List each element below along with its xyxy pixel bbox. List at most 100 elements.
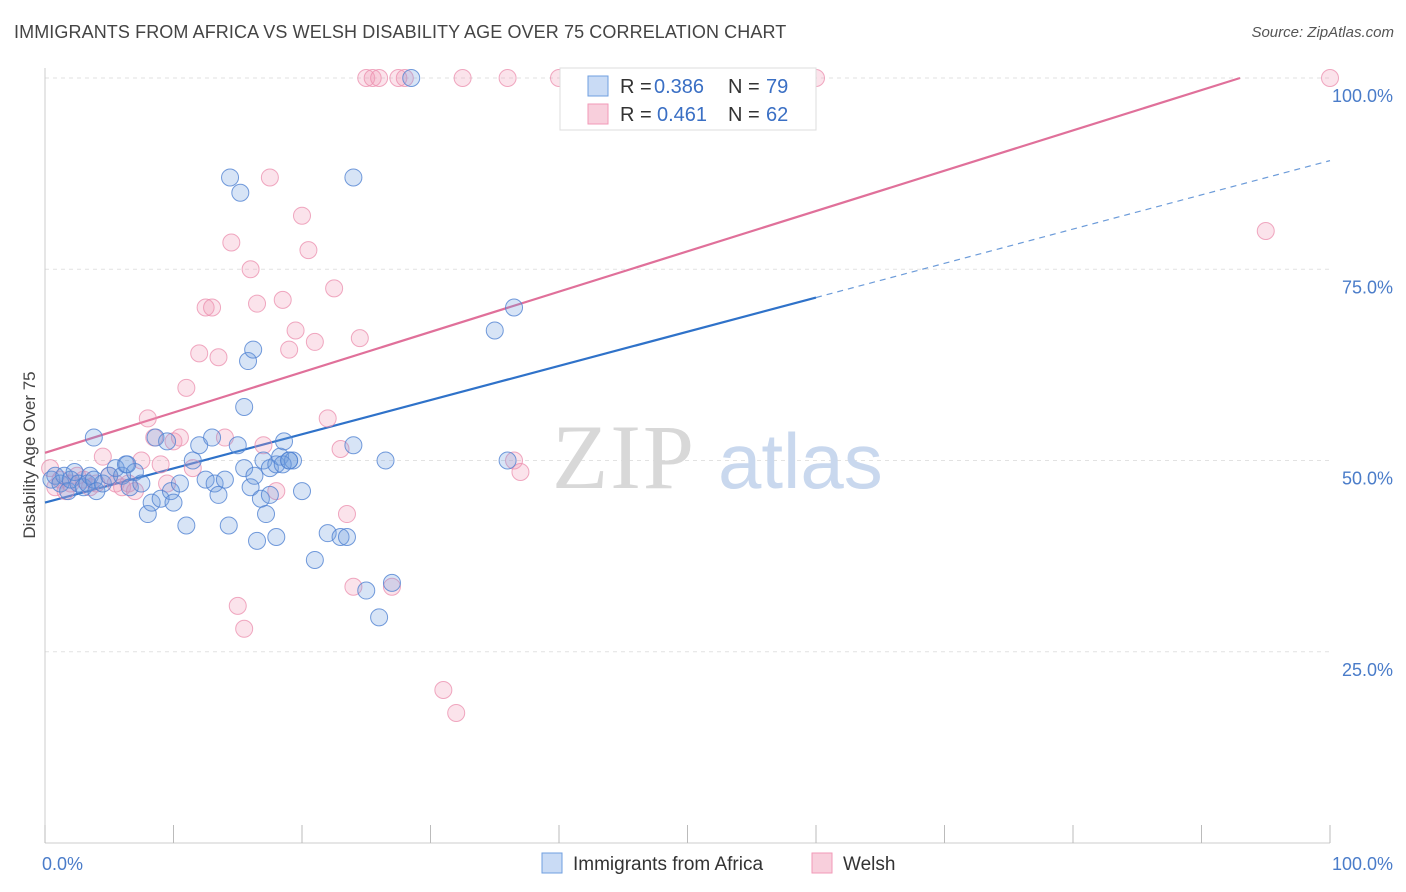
point-africa-6 (65, 462, 84, 481)
bottom-legend-swatch-africa (541, 852, 563, 874)
point-africa-58 (267, 528, 286, 546)
point-welsh-49 (357, 69, 376, 87)
point-welsh-60 (511, 462, 530, 481)
point-africa-22 (142, 493, 161, 512)
watermark-zip: ZIP (552, 406, 696, 508)
point-welsh-26 (203, 298, 222, 317)
point-welsh-25 (196, 298, 215, 317)
point-africa-12 (87, 482, 106, 501)
point-welsh-37 (273, 290, 292, 309)
point-africa-61 (293, 482, 311, 501)
bottom-legend-africa: Immigrants from Africa (573, 854, 763, 875)
point-africa-15 (106, 459, 125, 478)
y-axis-label: Disability Age Over 75 (20, 371, 39, 538)
legend-swatch-blue (587, 75, 609, 97)
point-africa-28 (170, 474, 189, 493)
point-africa-40 (241, 478, 260, 497)
point-africa-51 (231, 183, 250, 202)
point-africa-20 (132, 474, 151, 493)
legend-n-value-2: 62 (766, 104, 788, 126)
y-tick-label-2: 75.0% (1342, 277, 1393, 297)
point-welsh-40 (293, 206, 311, 225)
bottom-legend-welsh: Welsh (843, 854, 895, 875)
point-africa-69 (370, 608, 389, 627)
point-welsh-56 (447, 703, 466, 722)
point-welsh-16 (138, 409, 157, 428)
grid-lines (45, 77, 1330, 653)
point-africa-78 (118, 455, 137, 474)
point-africa-21 (138, 505, 157, 524)
legend-n-label-1: N = (728, 76, 760, 98)
point-africa-77 (84, 428, 103, 447)
point-africa-54 (244, 340, 263, 359)
point-welsh-42 (305, 332, 324, 351)
point-africa-33 (203, 428, 222, 447)
point-africa-57 (260, 485, 279, 504)
point-welsh-57 (453, 69, 472, 87)
chart-title: IMMIGRANTS FROM AFRICA VS WELSH DISABILI… (14, 22, 787, 42)
point-africa-37 (219, 516, 238, 535)
point-welsh-23 (183, 459, 202, 478)
point-welsh-15 (132, 451, 151, 470)
point-africa-49 (284, 451, 303, 470)
point-welsh-53 (389, 69, 408, 87)
point-welsh-38 (280, 340, 299, 359)
point-africa-52 (235, 397, 254, 416)
legend-top: R = 0.386 N = 79 R = 0.461 N = 62 (559, 67, 817, 131)
point-africa-68 (357, 581, 376, 600)
point-africa-71 (382, 573, 401, 592)
watermark-atlas: atlas (718, 417, 883, 505)
point-africa-32 (196, 470, 215, 489)
point-africa-30 (183, 451, 202, 470)
legend-swatch-pink (587, 103, 609, 125)
point-welsh-29 (222, 233, 241, 252)
point-welsh-55 (434, 681, 453, 699)
bottom-legend-swatch-welsh (811, 852, 833, 874)
axes (44, 68, 1331, 844)
point-welsh-48 (350, 329, 369, 348)
point-africa-35 (209, 485, 228, 504)
y-tick-label-1: 50.0% (1342, 469, 1393, 489)
trend-lines (44, 76, 1331, 504)
point-africa-36 (215, 470, 234, 489)
trend-line-africa-extension (815, 160, 1331, 299)
point-africa-42 (248, 531, 267, 550)
point-welsh-44 (325, 279, 344, 298)
point-africa-53 (239, 352, 258, 371)
legend-r-value-2: 0.461 (657, 104, 707, 126)
point-africa-65 (337, 528, 356, 546)
point-africa-23 (146, 428, 165, 447)
source-note: Source: ZipAtlas.com (1251, 24, 1394, 41)
point-welsh-39 (286, 321, 305, 340)
point-africa-70 (376, 451, 395, 470)
point-welsh-50 (363, 69, 382, 87)
point-africa-11 (84, 470, 103, 489)
point-africa-72 (402, 69, 421, 87)
point-africa-39 (235, 459, 254, 478)
y-tick-label-3: 100.0% (1332, 86, 1393, 106)
x-tick-label-0: 0.0% (42, 854, 83, 874)
point-welsh-9 (93, 447, 112, 466)
point-africa-50 (221, 168, 240, 187)
point-africa-29 (177, 516, 196, 535)
point-welsh-18 (151, 455, 170, 474)
x-tick-label-1: 100.0% (1332, 854, 1393, 874)
point-welsh-35 (260, 168, 279, 187)
point-welsh-33 (248, 294, 267, 313)
legend-r-label-1: R = (620, 76, 652, 98)
y-tick-labels: 25.0% 50.0% 75.0% 100.0% (1332, 86, 1393, 680)
legend-bottom: Immigrants from Africa Welsh (541, 852, 895, 875)
point-africa-38 (228, 436, 247, 455)
point-welsh-31 (235, 619, 254, 638)
point-welsh-41 (299, 241, 318, 260)
legend-r-value-1: 0.386 (654, 76, 704, 98)
point-africa-4 (59, 482, 78, 501)
point-welsh-34 (254, 436, 273, 455)
legend-r-label-2: R = (620, 104, 652, 126)
point-welsh-59 (505, 451, 524, 470)
point-welsh-22 (177, 378, 196, 397)
watermark: ZIP atlas (552, 406, 883, 508)
point-welsh-30 (228, 596, 247, 615)
point-africa-27 (164, 493, 183, 512)
